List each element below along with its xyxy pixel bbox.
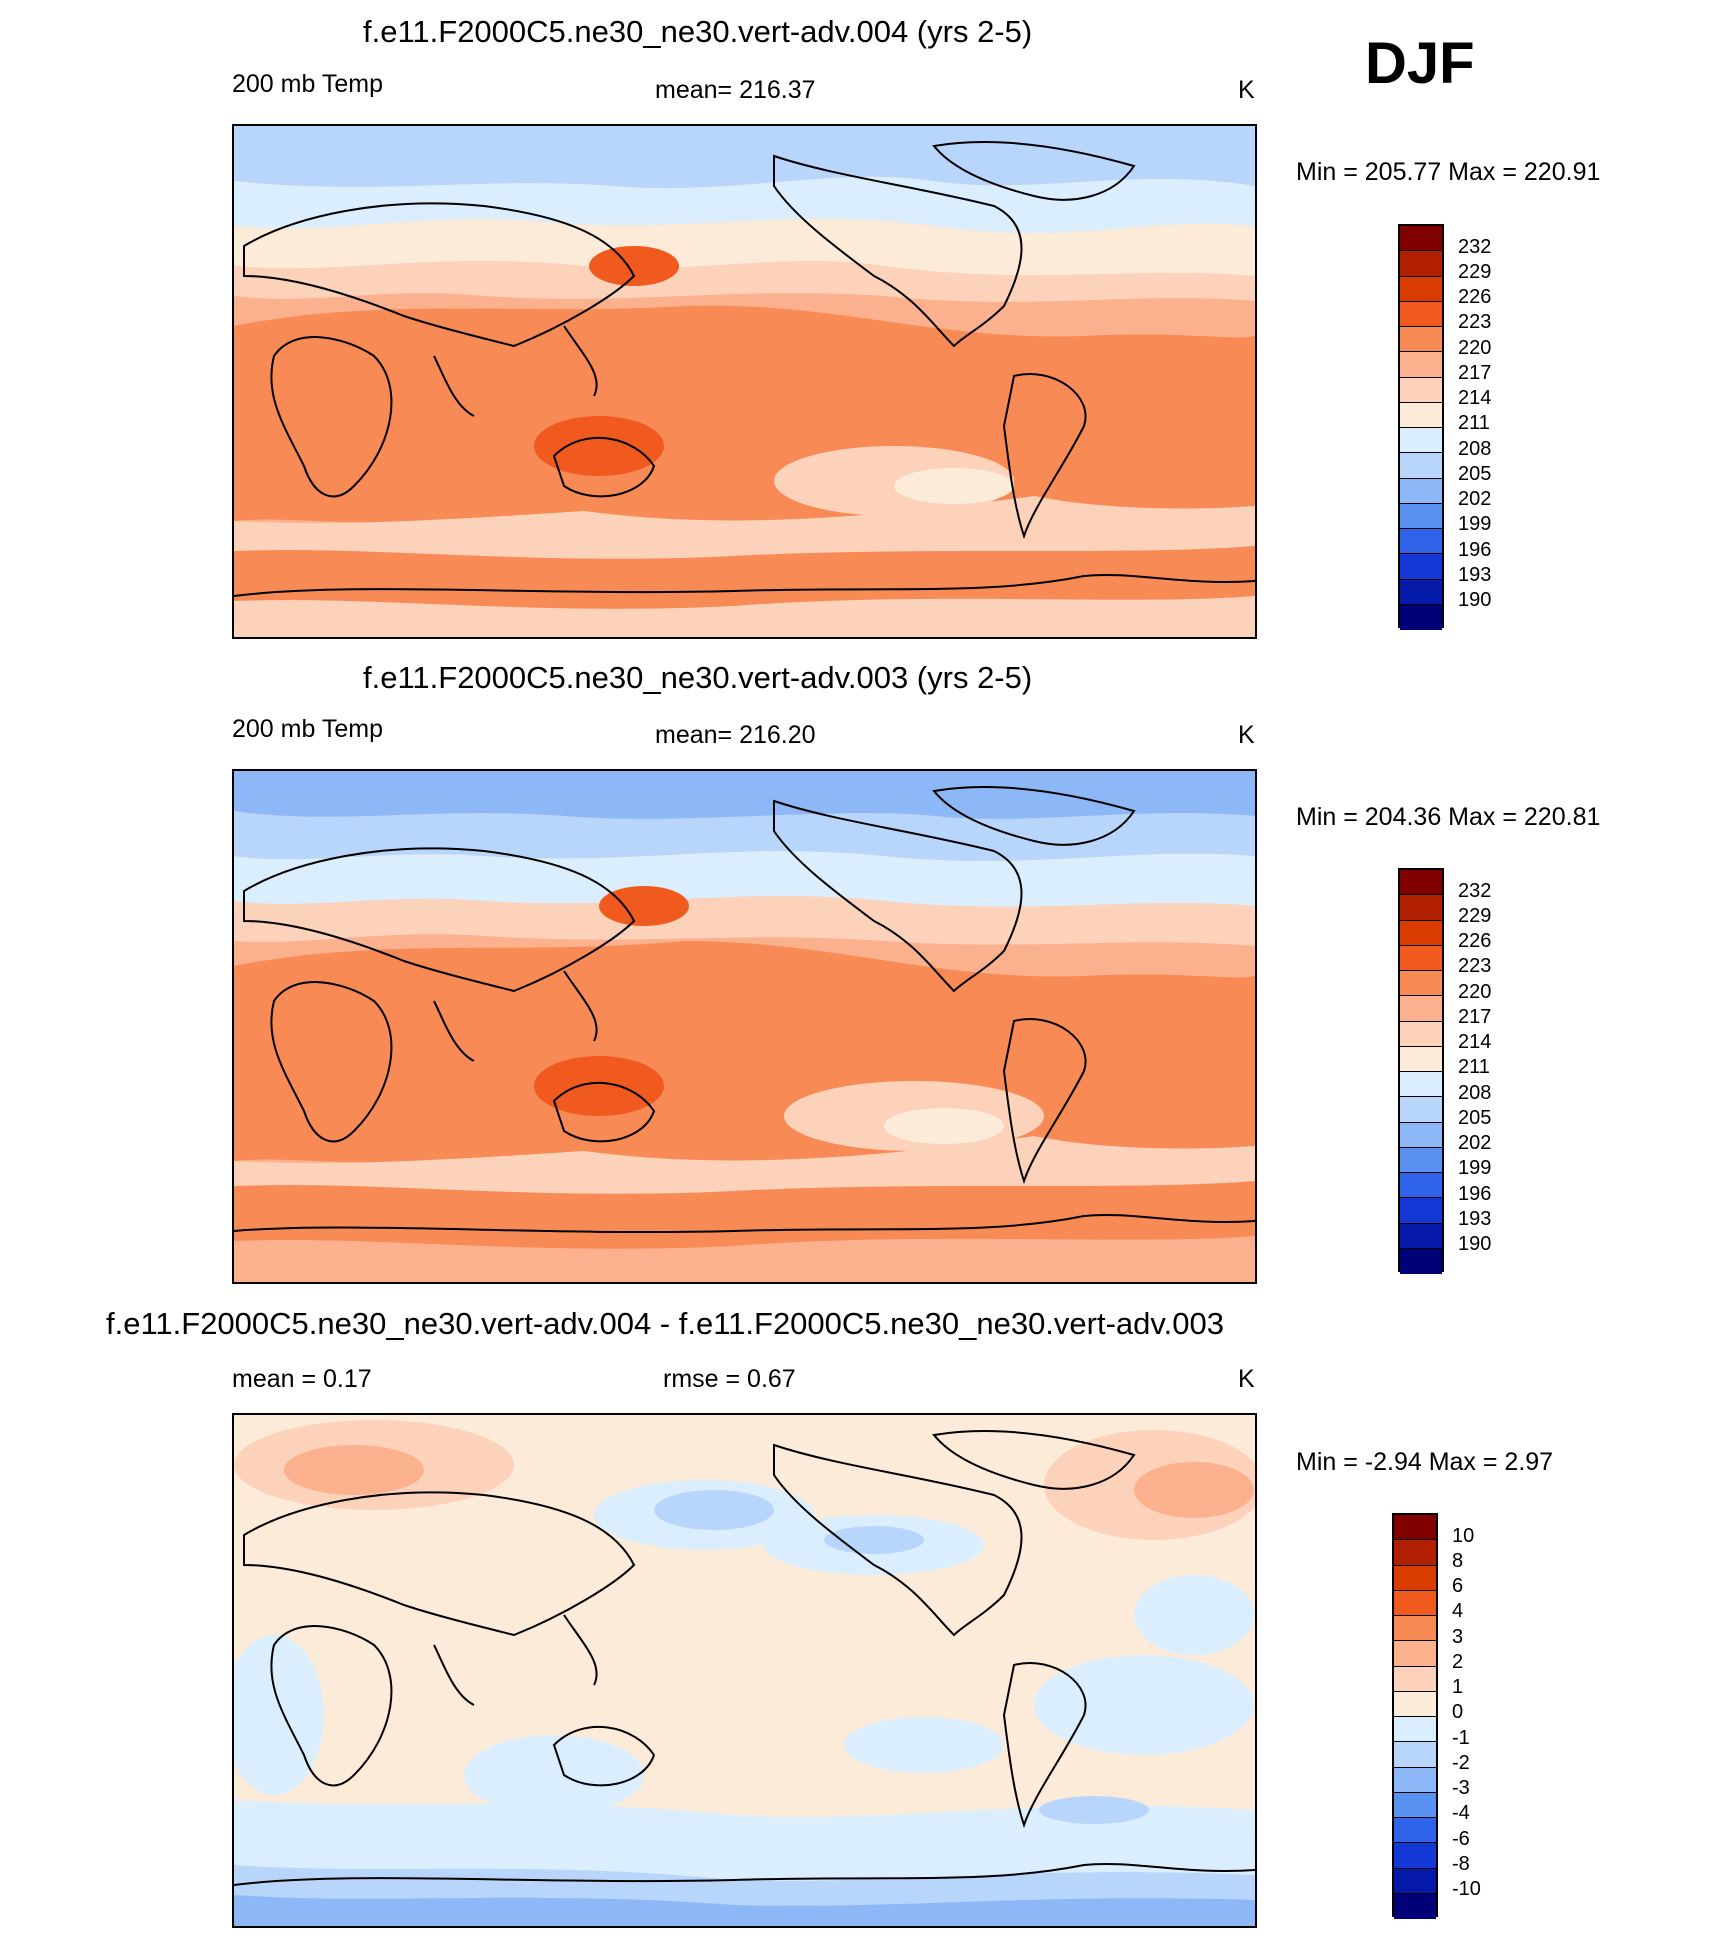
panel3-colorbar <box>1392 1513 1438 1919</box>
panel3-rmse-label: rmse = 0.67 <box>663 1365 796 1393</box>
cb3-label-2: 6 <box>1452 1575 1464 1597</box>
cb3-label-5: 2 <box>1452 1651 1464 1673</box>
panel3-minmax: Min = -2.94 Max = 2.97 <box>1296 1448 1554 1476</box>
cb3-label-1: 8 <box>1452 1550 1464 1572</box>
cb2-label-14: 190 <box>1458 1233 1492 1255</box>
cb1-label-1: 229 <box>1458 261 1492 283</box>
cb3-label-4: 3 <box>1452 1626 1464 1648</box>
cb3-label-8: -1 <box>1452 1727 1470 1749</box>
panel1-map <box>232 124 1257 639</box>
cb1-label-8: 208 <box>1458 438 1492 460</box>
cb1-label-12: 196 <box>1458 539 1492 561</box>
panel3-map <box>232 1413 1257 1928</box>
panel2-minmax: Min = 204.36 Max = 220.81 <box>1296 803 1601 831</box>
cb2-label-6: 214 <box>1458 1031 1492 1053</box>
panel1-minmax: Min = 205.77 Max = 220.91 <box>1296 158 1601 186</box>
cb2-label-5: 217 <box>1458 1006 1492 1028</box>
panel2-map <box>232 769 1257 1284</box>
cb1-label-14: 190 <box>1458 589 1492 611</box>
cb1-label-7: 211 <box>1458 412 1490 434</box>
panel2-title: f.e11.F2000C5.ne30_ne30.vert-adv.003 (yr… <box>363 660 1033 695</box>
cb1-label-0: 232 <box>1458 236 1492 258</box>
cb2-label-13: 193 <box>1458 1208 1492 1230</box>
cb3-label-13: -8 <box>1452 1853 1470 1875</box>
cb3-label-11: -4 <box>1452 1802 1470 1824</box>
panel3-title: f.e11.F2000C5.ne30_ne30.vert-adv.004 - f… <box>106 1306 1224 1341</box>
panel1-title: f.e11.F2000C5.ne30_ne30.vert-adv.004 (yr… <box>363 14 1033 49</box>
cb1-label-4: 220 <box>1458 337 1492 359</box>
cb2-label-9: 205 <box>1458 1107 1492 1129</box>
cb1-label-9: 205 <box>1458 463 1492 485</box>
cb2-label-0: 232 <box>1458 880 1492 902</box>
cb3-label-3: 4 <box>1452 1600 1464 1622</box>
cb2-label-1: 229 <box>1458 905 1492 927</box>
cb1-label-13: 193 <box>1458 564 1492 586</box>
panel2-variable-label: 200 mb Temp <box>232 715 384 743</box>
panel2-colorbar <box>1398 868 1444 1274</box>
cb1-label-6: 214 <box>1458 387 1492 409</box>
cb2-label-8: 208 <box>1458 1082 1492 1104</box>
cb1-label-10: 202 <box>1458 488 1492 510</box>
panel1-variable-label: 200 mb Temp <box>232 70 384 98</box>
cb2-label-7: 211 <box>1458 1056 1490 1078</box>
panel1-mean-label: mean= 216.37 <box>655 76 816 104</box>
cb1-label-3: 223 <box>1458 311 1492 333</box>
cb3-label-0: 10 <box>1452 1525 1475 1547</box>
panel1-units-label: K <box>1238 76 1255 104</box>
panel3-mean-label: mean = 0.17 <box>232 1365 372 1393</box>
cb2-label-4: 220 <box>1458 981 1492 1003</box>
cb1-label-5: 217 <box>1458 362 1492 384</box>
cb2-label-12: 196 <box>1458 1183 1492 1205</box>
panel3-units-label: K <box>1238 1365 1255 1393</box>
season-label: DJF <box>1365 31 1475 96</box>
cb2-label-11: 199 <box>1458 1157 1492 1179</box>
cb1-label-2: 226 <box>1458 286 1492 308</box>
cb1-label-11: 199 <box>1458 513 1492 535</box>
panel1-colorbar <box>1398 224 1444 630</box>
cb3-label-12: -6 <box>1452 1828 1470 1850</box>
cb2-label-10: 202 <box>1458 1132 1492 1154</box>
cb2-label-3: 223 <box>1458 955 1492 977</box>
cb3-label-9: -2 <box>1452 1752 1470 1774</box>
cb3-label-7: 0 <box>1452 1701 1464 1723</box>
cb2-label-2: 226 <box>1458 930 1492 952</box>
panel2-mean-label: mean= 216.20 <box>655 721 816 749</box>
cb3-label-6: 1 <box>1452 1676 1464 1698</box>
panel2-units-label: K <box>1238 721 1255 749</box>
cb3-label-14: -10 <box>1452 1878 1481 1900</box>
cb3-label-10: -3 <box>1452 1777 1470 1799</box>
